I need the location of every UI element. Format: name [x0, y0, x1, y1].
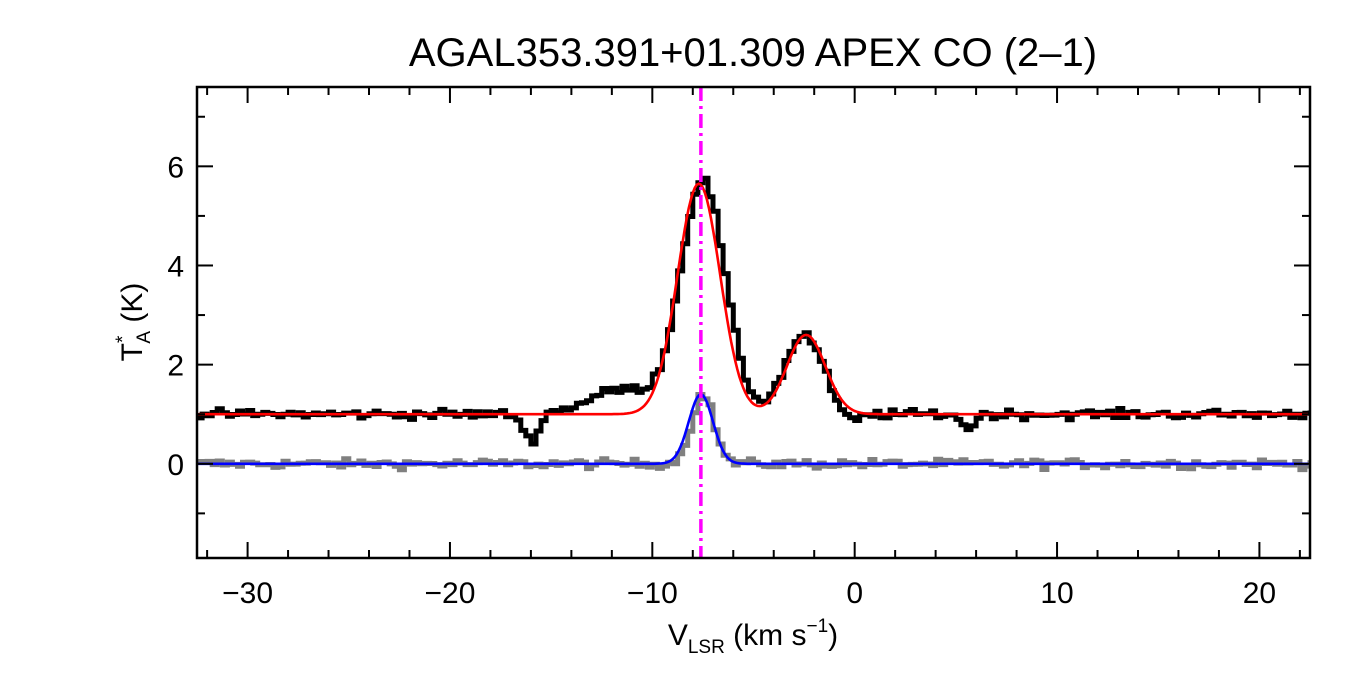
y-tick-label: 2 [167, 350, 184, 383]
plot-frame [195, 85, 1312, 560]
x-tick-label: −10 [627, 577, 678, 610]
second-fit-curve [197, 392, 1308, 466]
residual-spectrum [197, 392, 1310, 473]
chart-title: AGAL353.391+01.309 APEX CO (2–1) [409, 31, 1097, 75]
x-axis-label: VLSR (km s−1) [668, 616, 838, 658]
x-axis: −30 −20 −10 0 10 20 [206, 87, 1301, 610]
x-tick-label: 0 [846, 577, 863, 610]
plot-area [197, 87, 1310, 558]
y-axis-label: T*A (K) [113, 283, 155, 362]
x-tick-label: −30 [222, 577, 273, 610]
fit-curve [197, 182, 1308, 416]
y-tick-label: 6 [167, 151, 184, 184]
x-tick-label: 20 [1243, 577, 1276, 610]
y-tick-label: 4 [167, 250, 184, 283]
x-tick-label: −20 [425, 577, 476, 610]
x-tick-label: 10 [1040, 577, 1073, 610]
y-tick-label: 0 [167, 449, 184, 482]
y-axis: 0 2 4 6 [167, 115, 1310, 515]
